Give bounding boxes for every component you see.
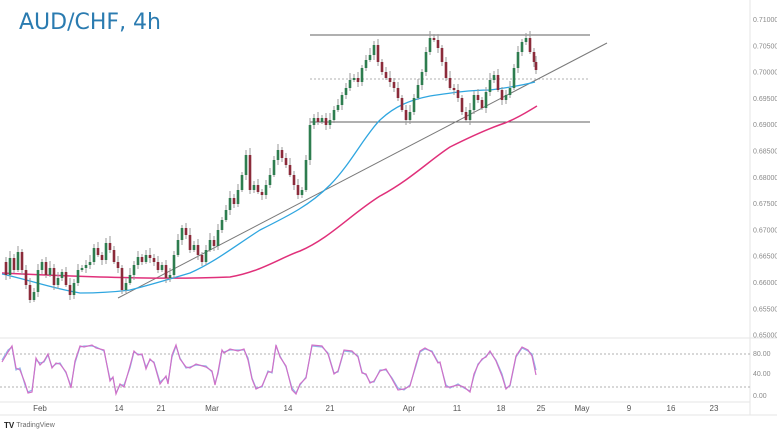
time-axis-label: 18 — [497, 404, 506, 413]
price-axis-label: 0.71000 — [753, 17, 777, 24]
time-axis: Feb 14 21 Mar 14 21 Apr 11 18 25 May 9 16 23 — [33, 404, 719, 413]
price-axis-label: 0.69500 — [753, 96, 777, 103]
time-axis-label: 16 — [667, 404, 676, 413]
stoch-axis: 80.00 40.00 0.00 — [753, 351, 771, 400]
time-axis-label: May — [574, 404, 589, 413]
ema-slow-line — [1, 105, 538, 279]
time-axis-label: 14 — [115, 404, 124, 413]
time-axis-label: Apr — [403, 404, 416, 413]
time-axis-label: 21 — [326, 404, 335, 413]
price-axis: 0.71000 0.70500 0.70000 0.69500 0.69000 0.685… — [753, 17, 777, 340]
tradingview-logo[interactable]: TV TradingView — [4, 421, 55, 430]
price-axis-label: 0.65500 — [753, 306, 777, 313]
tradingview-icon: TV — [4, 421, 15, 430]
rising-trendline[interactable] — [117, 42, 608, 299]
stoch-axis-label: 80.00 — [753, 351, 771, 358]
stoch-axis-label: 0.00 — [753, 393, 767, 400]
time-axis-label: 9 — [627, 404, 632, 413]
candlestick-series — [4, 31, 538, 303]
price-axis-label: 0.67500 — [753, 201, 777, 208]
ema-fast-line — [1, 81, 536, 294]
price-axis-label: 0.68000 — [753, 175, 777, 182]
price-axis-label: 0.66000 — [753, 280, 777, 287]
time-axis-label: 25 — [537, 404, 546, 413]
chart-title: AUD/CHF, 4h — [19, 10, 161, 35]
price-axis-label: 0.67000 — [753, 227, 777, 234]
price-axis-label: 0.68500 — [753, 149, 777, 156]
time-axis-label: Mar — [205, 404, 219, 413]
time-axis-label: 14 — [284, 404, 293, 413]
price-axis-label: 0.66500 — [753, 254, 777, 261]
price-axis-label: 0.70500 — [753, 43, 777, 50]
stoch-axis-label: 40.00 — [753, 371, 771, 378]
stoch-k-line — [1, 343, 537, 397]
time-axis-label: 23 — [710, 404, 719, 413]
time-axis-label: Feb — [33, 404, 47, 413]
price-axis-label: 0.65000 — [753, 333, 777, 340]
price-axis-label: 0.69000 — [753, 122, 777, 129]
tradingview-brand-name: TradingView — [16, 422, 55, 429]
time-axis-label: 21 — [157, 404, 166, 413]
price-axis-label: 0.70000 — [753, 70, 777, 77]
time-axis-label: 11 — [453, 404, 462, 413]
